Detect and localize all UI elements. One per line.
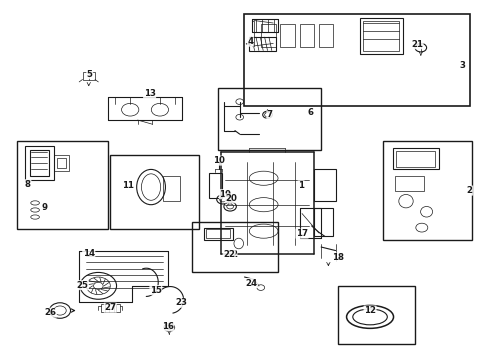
Text: 3: 3 — [459, 61, 465, 70]
Bar — [280, 24, 294, 47]
Text: 5: 5 — [86, 70, 92, 79]
Bar — [383, 141, 471, 240]
Bar — [337, 286, 414, 344]
Bar — [17, 141, 108, 229]
Bar — [318, 24, 332, 47]
Text: 10: 10 — [212, 156, 224, 165]
Text: 22: 22 — [223, 249, 235, 258]
Bar — [313, 208, 332, 237]
Text: 24: 24 — [245, 279, 257, 288]
Bar — [25, 147, 54, 180]
Text: 20: 20 — [224, 194, 237, 203]
Bar — [249, 37, 275, 50]
Text: 12: 12 — [363, 306, 375, 315]
Bar — [54, 155, 68, 171]
Text: 19: 19 — [219, 190, 231, 199]
Text: 11: 11 — [122, 181, 133, 190]
Bar — [359, 18, 402, 54]
Text: 9: 9 — [41, 203, 47, 212]
Bar — [82, 72, 95, 80]
Text: 14: 14 — [82, 249, 95, 258]
Text: 15: 15 — [150, 285, 162, 294]
Text: 7: 7 — [266, 110, 272, 119]
Text: 26: 26 — [44, 308, 56, 317]
Text: 23: 23 — [175, 298, 187, 307]
Text: 13: 13 — [143, 89, 155, 98]
Text: 27: 27 — [104, 303, 116, 312]
Bar — [313, 170, 335, 201]
Bar — [244, 14, 469, 106]
Text: 25: 25 — [77, 281, 88, 290]
Text: 2: 2 — [230, 249, 237, 258]
Bar — [203, 228, 232, 240]
Bar — [110, 155, 199, 229]
Bar — [392, 148, 438, 170]
Text: 17: 17 — [295, 229, 307, 238]
Bar — [395, 176, 424, 190]
Text: 6: 6 — [307, 108, 313, 117]
Bar — [191, 222, 278, 272]
Bar — [261, 24, 275, 47]
Bar — [208, 173, 222, 198]
Bar — [30, 150, 49, 176]
Text: 18: 18 — [331, 253, 343, 262]
Bar — [299, 24, 313, 47]
Text: 4: 4 — [246, 37, 253, 46]
Text: 8: 8 — [25, 180, 31, 189]
Bar — [101, 304, 120, 312]
Text: 1: 1 — [298, 181, 304, 190]
Text: 21: 21 — [410, 40, 422, 49]
Bar — [396, 151, 434, 167]
Bar — [363, 21, 399, 51]
Text: 16: 16 — [162, 322, 173, 331]
Bar — [206, 229, 230, 238]
Bar — [163, 176, 180, 201]
Bar — [218, 88, 321, 150]
Bar — [57, 158, 66, 168]
Text: 2: 2 — [466, 186, 472, 195]
